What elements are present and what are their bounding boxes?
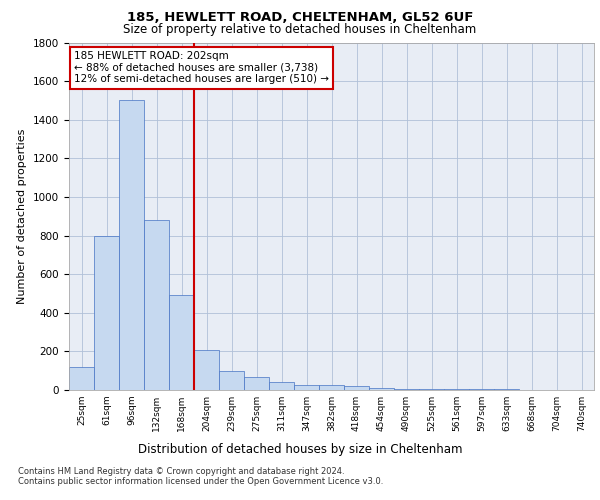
Bar	[419, 389, 444, 390]
Text: 185 HEWLETT ROAD: 202sqm
← 88% of detached houses are smaller (3,738)
12% of sem: 185 HEWLETT ROAD: 202sqm ← 88% of detach…	[74, 51, 329, 84]
Bar	[344, 386, 369, 390]
Bar	[144, 220, 169, 390]
Bar	[394, 389, 419, 390]
Bar	[294, 384, 319, 390]
Y-axis label: Number of detached properties: Number of detached properties	[17, 128, 28, 304]
Text: Distribution of detached houses by size in Cheltenham: Distribution of detached houses by size …	[138, 442, 462, 456]
Bar	[369, 388, 394, 390]
Text: Contains HM Land Registry data © Crown copyright and database right 2024.: Contains HM Land Registry data © Crown c…	[18, 468, 344, 476]
Bar	[244, 378, 269, 390]
Bar	[269, 382, 294, 390]
Bar	[444, 389, 469, 390]
Bar	[319, 385, 344, 390]
Text: Contains public sector information licensed under the Open Government Licence v3: Contains public sector information licen…	[18, 478, 383, 486]
Bar	[219, 370, 244, 390]
Bar	[69, 367, 94, 390]
Text: Size of property relative to detached houses in Cheltenham: Size of property relative to detached ho…	[124, 22, 476, 36]
Text: 185, HEWLETT ROAD, CHELTENHAM, GL52 6UF: 185, HEWLETT ROAD, CHELTENHAM, GL52 6UF	[127, 11, 473, 24]
Bar	[194, 350, 219, 390]
Bar	[469, 389, 494, 390]
Bar	[119, 100, 144, 390]
Bar	[169, 296, 194, 390]
Bar	[94, 236, 119, 390]
